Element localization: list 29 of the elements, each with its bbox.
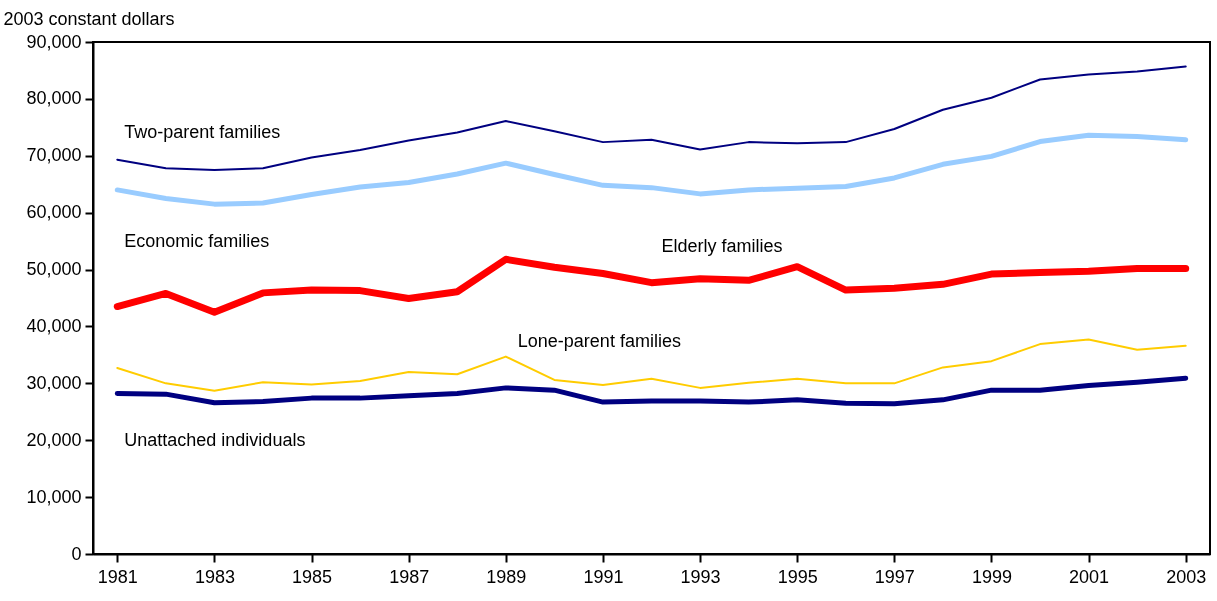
x-tick-label: 1983 <box>194 566 235 587</box>
x-tick-label: 1987 <box>389 566 430 587</box>
x-tick-label: 1993 <box>680 566 721 587</box>
y-tick-label: 30,000 <box>26 372 82 393</box>
x-tick-label: 1989 <box>486 566 527 587</box>
series-label: Unattached individuals <box>124 429 306 450</box>
y-tick-label: 0 <box>71 543 82 564</box>
x-tick-label: 1991 <box>583 566 624 587</box>
x-tick-label: 1985 <box>292 566 333 587</box>
series-label: Two-parent families <box>124 121 281 142</box>
line-series <box>116 65 1187 171</box>
y-tick-label: 10,000 <box>26 486 82 507</box>
y-tick-label: 80,000 <box>26 88 82 109</box>
x-tick-label: 2001 <box>1069 566 1110 587</box>
series-label: Economic families <box>124 230 270 251</box>
y-tick-label: 50,000 <box>26 259 82 280</box>
x-tick-label: 1997 <box>874 566 915 587</box>
y-tick-label: 70,000 <box>26 145 82 166</box>
x-tick-label: 1981 <box>97 566 138 587</box>
y-tick-label: 90,000 <box>26 31 82 52</box>
series-label: Lone-parent families <box>517 330 681 351</box>
y-axis-title: 2003 constant dollars <box>3 8 175 29</box>
x-tick-label: 1995 <box>777 566 818 587</box>
y-tick-label: 60,000 <box>26 202 82 223</box>
x-tick-label: 2003 <box>1166 566 1207 587</box>
y-tick-label: 40,000 <box>26 315 82 336</box>
y-tick-label: 20,000 <box>26 429 82 450</box>
series-label: Elderly families <box>661 235 783 256</box>
x-tick-label: 1999 <box>971 566 1012 587</box>
